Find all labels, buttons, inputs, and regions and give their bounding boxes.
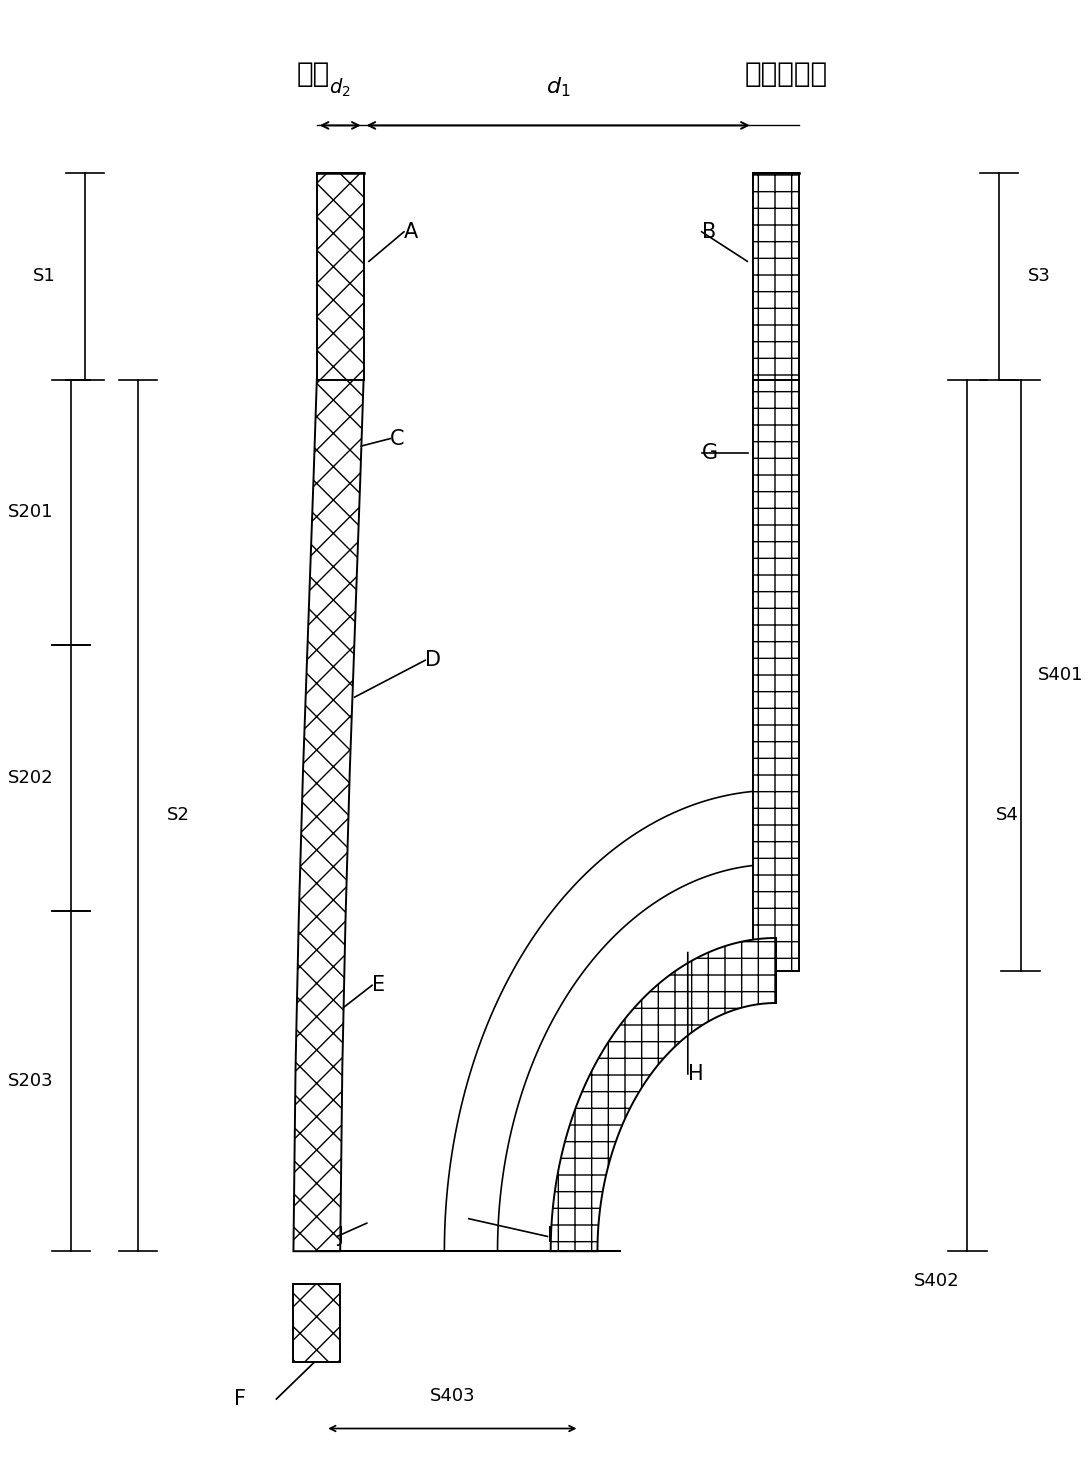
Bar [317,172,363,380]
Polygon shape [294,1284,341,1361]
Text: S203: S203 [8,1072,53,1090]
Text: 斜井: 斜井 [297,59,331,87]
Text: 水平工程井: 水平工程井 [745,59,828,87]
Text: B: B [702,222,716,242]
Text: E: E [372,976,385,995]
Text: D: D [425,650,442,670]
Text: J: J [337,1226,343,1246]
Text: S202: S202 [8,770,53,787]
Text: A: A [404,222,418,242]
Text: S3: S3 [1028,267,1051,285]
Text: G: G [702,443,718,463]
Bar [753,172,800,380]
Text: S403: S403 [430,1387,475,1404]
Text: S1: S1 [34,267,57,285]
Polygon shape [753,380,800,970]
Text: I: I [547,1226,554,1246]
Text: S201: S201 [8,504,53,522]
Text: S401: S401 [1038,666,1084,684]
Text: $d_2$: $d_2$ [330,77,351,99]
Text: S2: S2 [168,807,190,825]
Text: F: F [234,1390,246,1409]
Text: S4: S4 [997,807,1019,825]
Text: C: C [391,429,405,449]
Text: $d_1$: $d_1$ [546,76,570,99]
Text: S402: S402 [914,1272,960,1290]
Polygon shape [551,939,776,1252]
Polygon shape [294,380,363,1252]
Text: H: H [688,1063,704,1084]
